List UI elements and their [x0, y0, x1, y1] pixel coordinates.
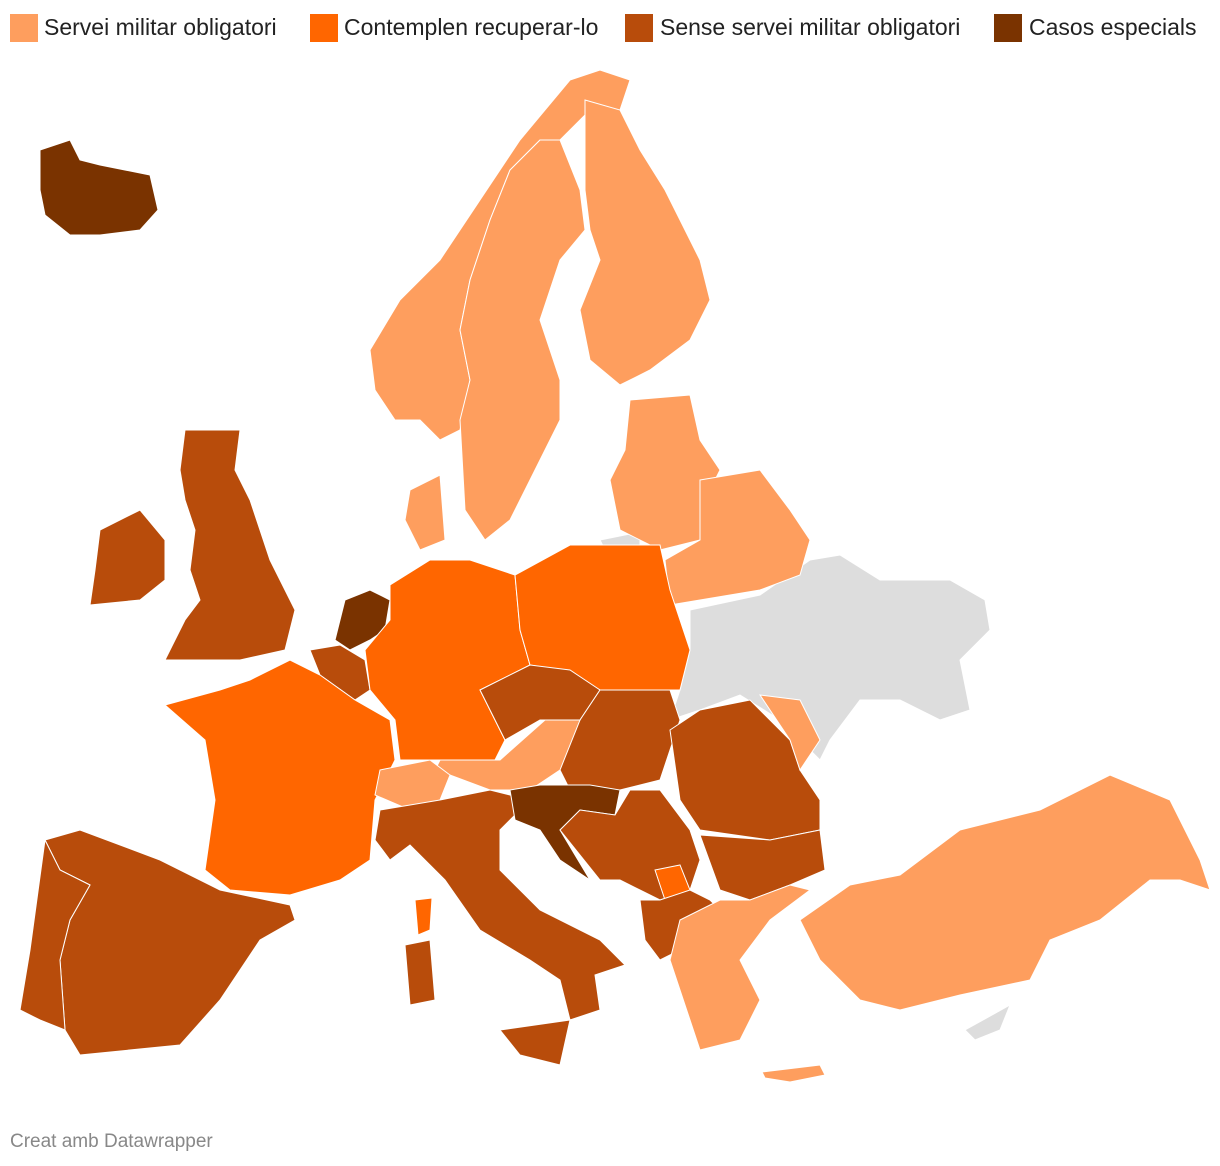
countries: [19, 69, 1211, 1083]
country: [19, 838, 91, 1031]
country: [579, 99, 711, 386]
country: [459, 139, 586, 541]
country: [669, 699, 821, 841]
country: [404, 939, 436, 1006]
legend-swatch: [625, 14, 653, 42]
country: [761, 1064, 826, 1083]
legend: Servei militar obligatori Contemplen rec…: [10, 14, 1196, 42]
legend-label: Servei militar obligatori: [44, 14, 277, 40]
country: [404, 474, 446, 551]
country: [669, 884, 812, 1051]
country: [964, 1003, 1011, 1041]
country: [799, 774, 1211, 1011]
country: [414, 897, 433, 936]
legend-swatch: [994, 14, 1022, 42]
country: [39, 139, 159, 236]
legend-label: Contemplen recuperar-lo: [344, 14, 598, 40]
country: [699, 829, 826, 901]
country: [758, 694, 821, 772]
country: [164, 429, 296, 661]
country: [364, 559, 531, 761]
legend-swatch: [10, 14, 38, 42]
country: [669, 554, 991, 761]
legend-label: Sense servei militar obligatori: [660, 14, 960, 40]
country: [163, 659, 396, 896]
country: [664, 469, 811, 606]
footer-credit: Creat amb Datawrapper: [10, 1131, 213, 1152]
legend-swatch: [310, 14, 338, 42]
country: [89, 509, 166, 606]
legend-label: Casos especials: [1029, 14, 1196, 40]
country: [499, 1019, 571, 1066]
